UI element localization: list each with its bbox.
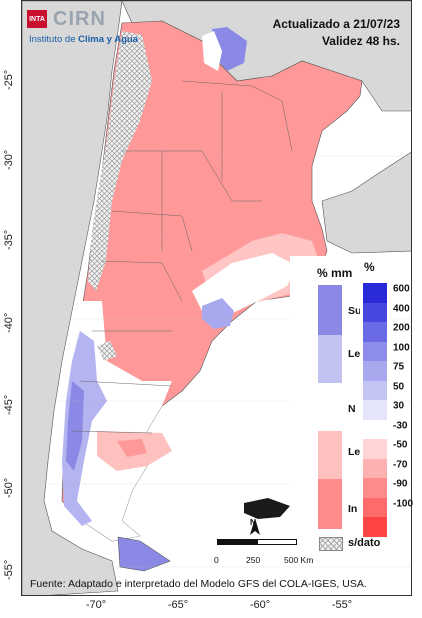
zone-superior-andes bbox=[62, 331, 107, 526]
no-data-swatch bbox=[319, 537, 343, 551]
legend-swatch-n bbox=[318, 383, 342, 431]
scale-header: % bbox=[364, 260, 375, 274]
scale-cell bbox=[363, 458, 387, 478]
scale-bar bbox=[217, 539, 297, 545]
legend-label-n: N bbox=[348, 403, 356, 415]
y-tick-label: -55° bbox=[3, 559, 15, 580]
legend-label-in: In bbox=[348, 503, 358, 515]
scale-cell bbox=[363, 322, 387, 342]
chile-landmass bbox=[22, 1, 123, 595]
scale-tick-label: -30 bbox=[393, 420, 408, 431]
y-tick-label: -50° bbox=[3, 477, 15, 498]
no-data-patagonia bbox=[97, 341, 117, 361]
legend-label-le-in: Le In bbox=[348, 446, 360, 458]
scale-tick-label: -70 bbox=[393, 459, 408, 470]
x-tick-label: -60° bbox=[249, 599, 271, 611]
institute-name: Instituto de Clima y Agua bbox=[29, 34, 138, 45]
scale-tick-label: 400 bbox=[393, 303, 410, 314]
scale-cell bbox=[363, 439, 387, 459]
inta-badge: INTA bbox=[27, 10, 47, 28]
scalebar-label-500: 500 Km bbox=[284, 555, 314, 565]
x-tick-label: -70° bbox=[85, 599, 107, 611]
updated-date: Actualizado a 21/07/23 bbox=[272, 17, 400, 31]
scale-tick-label: 200 bbox=[393, 322, 410, 334]
scale-tick-label: 75 bbox=[393, 361, 405, 373]
scale-tick-label: 600 bbox=[393, 283, 410, 295]
y-tick-label: -30° bbox=[3, 149, 15, 170]
scale-tick-label: -100 bbox=[393, 498, 414, 509]
validity: Validez 48 hs. bbox=[321, 34, 400, 48]
y-tick-label: -35° bbox=[3, 229, 15, 250]
scale-tick-label: 100 bbox=[393, 342, 410, 353]
zone-superior-coast bbox=[202, 298, 234, 329]
scale-cell bbox=[363, 361, 387, 381]
scale-cell bbox=[363, 341, 387, 361]
x-tick-label: -65° bbox=[167, 599, 189, 611]
y-tick-label: -45° bbox=[3, 394, 15, 415]
scale-cell bbox=[363, 478, 387, 498]
precipitation-anomaly-map bbox=[22, 1, 411, 595]
legend-swatch-le-su bbox=[318, 335, 342, 383]
cirn-wordmark: CIRN bbox=[53, 8, 106, 30]
zone-superior-strong-andes bbox=[66, 381, 84, 471]
legend-header: % mm bbox=[317, 266, 353, 280]
scale-tick-label: -50 bbox=[393, 439, 408, 451]
no-data-andes bbox=[88, 31, 152, 291]
map-frame bbox=[21, 0, 412, 596]
scale-cell bbox=[363, 302, 387, 322]
scale-cell bbox=[363, 517, 387, 537]
legend-label-su: Su bbox=[348, 305, 360, 317]
y-tick-label: -40° bbox=[3, 312, 15, 333]
map-header: Actualizado a 21/07/23 Validez 48 hs. bbox=[273, 16, 400, 50]
legend-swatch-in bbox=[318, 479, 342, 529]
malvinas-islands bbox=[244, 498, 290, 519]
x-tick-label: -55° bbox=[331, 599, 353, 611]
scale-tick-label: 30 bbox=[393, 400, 405, 412]
north-label: N bbox=[250, 517, 257, 527]
zone-inferior-south bbox=[117, 439, 147, 457]
scalebar-label-250: 250 bbox=[246, 555, 261, 565]
legend-swatch-su bbox=[318, 285, 342, 335]
scale-cell bbox=[363, 497, 387, 517]
inta-cirn-logo: INTA CIRN Instituto de Clima y Agua bbox=[27, 8, 157, 50]
no-data-label: s/dato bbox=[348, 537, 381, 549]
zone-superior-north bbox=[212, 27, 247, 71]
uruguay-landmass bbox=[321, 151, 411, 254]
scale-cell bbox=[363, 419, 387, 439]
scale-cell bbox=[363, 283, 387, 303]
scale-cell bbox=[363, 400, 387, 420]
north-arrow-icon bbox=[249, 517, 261, 537]
scale-tick-label: 50 bbox=[393, 381, 405, 392]
tierra-del-fuego bbox=[117, 536, 171, 572]
legend-label-le-su: Le Su bbox=[348, 348, 360, 360]
source-note: Fuente: Adaptado e interpretado del Mode… bbox=[30, 578, 367, 590]
scale-tick-label: -90 bbox=[393, 478, 408, 490]
y-tick-label: -25° bbox=[3, 69, 15, 90]
scale-cell bbox=[363, 380, 387, 400]
province-borders bbox=[71, 80, 293, 434]
scalebar-label-0: 0 bbox=[214, 555, 219, 565]
zone-normal-north bbox=[202, 31, 222, 71]
legend-swatch-le-in bbox=[318, 431, 342, 479]
